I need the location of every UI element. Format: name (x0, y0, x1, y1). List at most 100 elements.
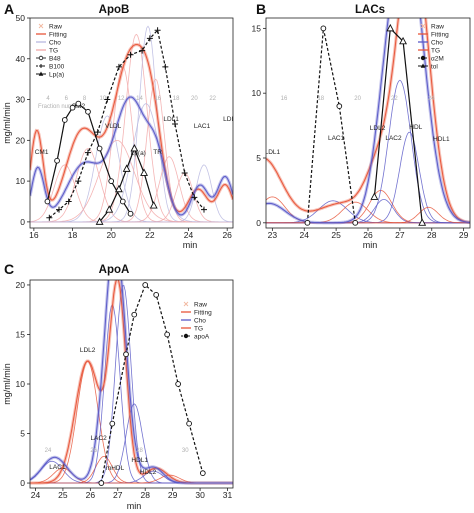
data-point (336, 103, 343, 109)
panel-letter: C (4, 261, 14, 277)
data-point (98, 480, 105, 486)
peak-label: mHDL (106, 465, 125, 472)
x-tick-label: 20 (106, 230, 116, 240)
data-point (140, 168, 149, 176)
data-point (154, 27, 161, 34)
peak-label: LDL (223, 116, 235, 123)
legend-label: Fitting (194, 309, 212, 316)
y-tick-label: 10 (252, 88, 262, 98)
x-tick-label: 24 (184, 230, 194, 240)
legend-symbol (183, 301, 189, 307)
data-point (130, 144, 139, 152)
data-point (85, 149, 91, 156)
legend-label: B48 (49, 55, 61, 62)
y-tick-label: 20 (16, 280, 26, 290)
legend-label: apoA (194, 333, 210, 340)
peak-label: LAC1 (328, 135, 345, 142)
data-point (114, 184, 123, 193)
fitting-line (266, 18, 470, 223)
fraction-number: 18 (317, 96, 324, 102)
x-tick-label: 26 (363, 230, 373, 240)
legend-label: Raw (194, 301, 207, 308)
x-tick-label: 25 (331, 230, 341, 240)
legend-label: α2M (431, 55, 444, 62)
peak-label: LDL1 (265, 149, 281, 156)
plot-area: 4 6 8 10 12 14 16 18 20 22 Fraction number CM1 CM2 VL… (30, 25, 235, 225)
peak-label: LAC1 (194, 123, 211, 130)
x-axis-label: min (363, 240, 378, 250)
x-tick-label: 26 (222, 230, 232, 240)
fraction-number: 14 (136, 96, 143, 102)
x-tick-label: 28 (427, 230, 437, 240)
data-point (153, 292, 160, 298)
y-tick-label: 0 (20, 217, 25, 227)
data-point (186, 420, 192, 427)
data-point (54, 157, 60, 164)
fraction-number: 24 (428, 96, 435, 102)
x-tick-label: 22 (145, 230, 155, 240)
data-point (56, 206, 62, 213)
y-tick-label: 10 (16, 176, 26, 186)
legend-symbol (38, 23, 44, 29)
legend-label: Cho (49, 39, 61, 46)
data-point (399, 36, 408, 45)
data-point (146, 35, 153, 42)
peak-label: HDL1 (131, 457, 148, 464)
legend-label: Raw (49, 23, 62, 30)
legend-symbol (420, 63, 426, 68)
data-point (175, 381, 181, 387)
data-point (115, 63, 122, 70)
x-axis-label: min (127, 501, 142, 511)
x-tick-label: 28 (140, 490, 150, 500)
legend-label: Fitting (49, 31, 67, 38)
chart-title: ApoA (99, 264, 130, 276)
peak-label: LDL1 (163, 116, 179, 123)
data-point (172, 121, 178, 128)
series-line-0 (100, 283, 204, 484)
x-tick-label: 29 (168, 490, 178, 500)
peak-label: VLDL (105, 123, 122, 130)
data-point (122, 164, 131, 172)
legend-label: tol (431, 63, 438, 70)
plot-frame (29, 17, 234, 229)
legend-symbol (420, 23, 426, 29)
x-tick-label: 25 (58, 490, 68, 500)
fraction-number: 20 (191, 96, 198, 102)
data-point (370, 192, 379, 200)
data-point (127, 51, 134, 58)
chart-panel-A: 4 6 8 10 12 14 16 18 20 22 Fraction number CM1 CM2 VL… (2, 1, 235, 250)
data-point (69, 104, 76, 111)
data-point (352, 219, 359, 226)
data-point (320, 25, 327, 32)
data-point (109, 420, 116, 427)
data-point (304, 219, 311, 226)
fraction-number: 10 (100, 96, 107, 102)
fraction-number: 18 (173, 96, 180, 102)
peak-label: CM2 (71, 103, 85, 110)
peak-label: LDL2 (80, 347, 96, 354)
data-point (386, 23, 395, 32)
y-tick-label: 15 (252, 23, 262, 33)
data-point (131, 311, 138, 318)
x-tick-label: 27 (395, 230, 405, 240)
x-tick-label: 30 (195, 490, 205, 500)
x-tick-label: 23 (268, 230, 278, 240)
legend-symbol (183, 333, 189, 339)
data-point (65, 198, 72, 205)
fraction-number: 22 (391, 96, 398, 102)
fitting-line (266, 18, 470, 224)
peak-label: HDL2 (140, 469, 157, 476)
y-tick-label: 40 (16, 54, 26, 64)
data-point (164, 331, 171, 338)
fraction-number: 24 (45, 448, 52, 454)
peak-label: LDL2 (370, 125, 386, 132)
peak-label: HDL (409, 124, 422, 131)
y-tick-label: 5 (256, 153, 261, 163)
series-line-1 (373, 27, 423, 223)
data-point (119, 198, 126, 205)
chart-panel-C: 24 26 28 30 LDL2 LAC2 LAC1 mHDL HDL1 HDL2 24 25 26 27… (2, 261, 234, 511)
peak-label: LAC2 (90, 435, 107, 442)
